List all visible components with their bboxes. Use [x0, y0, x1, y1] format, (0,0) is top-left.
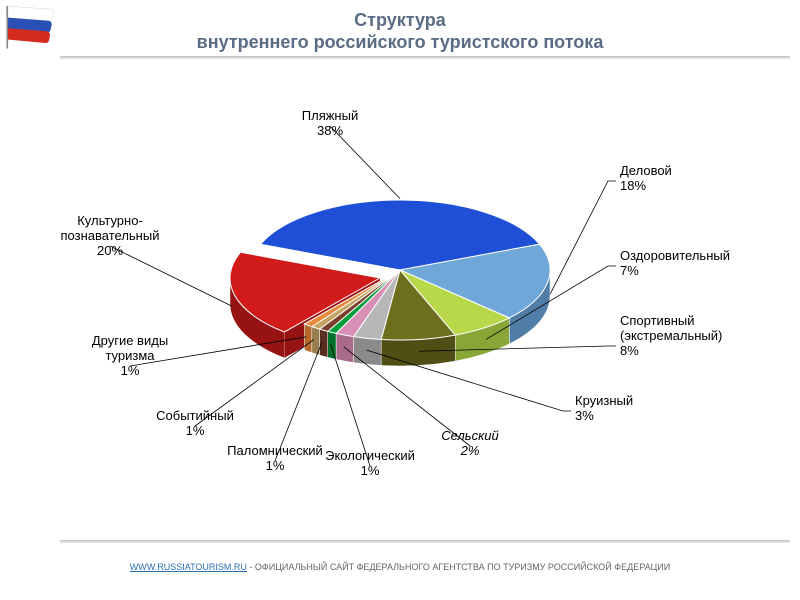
divider-top	[60, 56, 790, 59]
slice-pct: 3%	[575, 408, 594, 423]
title-line-2: внутреннего российского туристского пото…	[0, 32, 800, 54]
page-title: Структура внутреннего российского турист…	[0, 10, 800, 53]
slice-label: Другие виды	[92, 333, 168, 348]
slice-label: Спортивный	[620, 313, 695, 328]
slice-label: Экологический	[325, 448, 415, 463]
pie-slice-side	[354, 337, 382, 366]
slice-pct: 20%	[97, 243, 123, 258]
slice-pct: 38%	[317, 123, 343, 138]
footer-link[interactable]: WWW.RUSSIATOURISM.RU	[130, 562, 247, 572]
slice-pct: 1%	[266, 458, 285, 473]
slice-pct: 7%	[620, 263, 639, 278]
slice-pct: 1%	[361, 463, 380, 478]
footer-suffix: - ОФИЦИАЛЬНЫЙ САЙТ ФЕДЕРАЛЬНОГО АГЕНТСТВ…	[247, 562, 670, 572]
slice-label: Пляжный	[302, 108, 358, 123]
slice-label: Паломнический	[227, 443, 323, 458]
title-line-1: Структура	[0, 10, 800, 32]
slice-label: (экстремальный)	[620, 328, 722, 343]
slice-label: Культурно-	[77, 213, 143, 228]
slice-label: Оздоровительный	[620, 248, 730, 263]
divider-bottom	[60, 540, 790, 543]
slice-label: Деловой	[620, 163, 672, 178]
slice-label: Событийный	[156, 408, 234, 423]
pie-slice-side	[320, 329, 328, 357]
leader-line	[550, 181, 616, 294]
slice-pct: 18%	[620, 178, 646, 193]
slice-label: Круизный	[575, 393, 633, 408]
footer-text: WWW.RUSSIATOURISM.RU - ОФИЦИАЛЬНЫЙ САЙТ …	[0, 562, 800, 572]
slice-label: Сельский	[441, 428, 498, 443]
pie-slice-side	[328, 331, 336, 359]
slice-pct: 2%	[460, 443, 480, 458]
slice-pct: 1%	[121, 363, 140, 378]
leader-line	[110, 246, 232, 306]
slice-pct: 1%	[186, 423, 205, 438]
pie-chart: Пляжный38% Деловой18% Оздоровительный7% Спо…	[0, 60, 800, 530]
slice-label: туризма	[105, 348, 155, 363]
slice-label: познавательный	[61, 228, 160, 243]
slice-pct: 8%	[620, 343, 639, 358]
pie-slice-side	[304, 324, 311, 353]
leader-line	[367, 350, 571, 411]
